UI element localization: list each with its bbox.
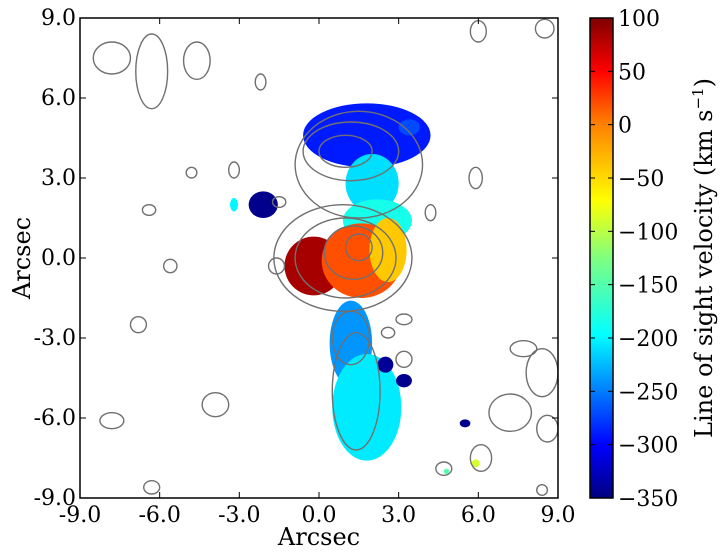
velocity-region-small-north-blue xyxy=(398,119,420,136)
y-tick-label: 9.0 xyxy=(41,6,76,31)
contour-1 xyxy=(302,121,400,182)
colorbar-tick-label: 0 xyxy=(618,114,632,139)
velocity-region-southern-tail xyxy=(332,354,402,461)
contour-23 xyxy=(129,315,148,334)
colorbar-tick-label: −300 xyxy=(618,434,678,459)
velocity-region-core-yellow-rim xyxy=(369,218,407,282)
contour-17 xyxy=(534,18,555,39)
colorbar-title-sup: −1 xyxy=(689,87,707,109)
contour-34 xyxy=(435,461,453,477)
x-tick-label: 6.0 xyxy=(461,503,496,528)
contour-0 xyxy=(318,134,373,169)
velocity-region-small-west-cyan xyxy=(230,198,239,212)
contour-9 xyxy=(135,33,169,110)
colorbar-tick-label: 50 xyxy=(618,60,646,85)
contour-10 xyxy=(92,41,132,75)
colorbar-tick-label: −100 xyxy=(618,220,678,245)
x-tick-label: -9.0 xyxy=(59,503,101,528)
velocity-region-west-blob xyxy=(248,191,278,219)
contour-32 xyxy=(395,350,413,369)
contour-24 xyxy=(395,313,413,326)
x-tick-label: -6.0 xyxy=(138,503,180,528)
contour-14 xyxy=(185,166,198,179)
x-tick-label: 0.0 xyxy=(302,503,337,528)
x-tick-label: 3.0 xyxy=(381,503,416,528)
colorbar-tick-label: −350 xyxy=(618,487,678,512)
contour-20 xyxy=(424,203,437,222)
contour-11 xyxy=(182,41,211,81)
colorbar xyxy=(589,17,614,499)
colorbar-tick-label: −150 xyxy=(618,274,678,299)
flux-contours xyxy=(92,18,558,497)
colorbar-title-main: Line of sight velocity (km s xyxy=(690,110,718,438)
contour-15 xyxy=(141,203,157,217)
y-axis-title: Arcsec xyxy=(8,217,36,300)
colorbar-tick-label: −250 xyxy=(618,380,678,405)
contour-21 xyxy=(267,257,286,275)
y-tick-label: 0.0 xyxy=(41,246,76,271)
contour-29 xyxy=(536,414,558,443)
velocity-region-small-south-blue-2 xyxy=(396,374,412,388)
colorbar-tick-label: −50 xyxy=(618,167,664,192)
contour-28 xyxy=(488,393,533,433)
contour-3 xyxy=(344,233,373,262)
contour-5 xyxy=(294,217,397,299)
contour-33 xyxy=(469,443,493,473)
velocity-region-northern-stem xyxy=(345,154,399,213)
colorbar-title: Line of sight velocity (km s−1) xyxy=(689,78,718,438)
y-tick-label: -9.0 xyxy=(34,486,76,511)
y-tick-label: 6.0 xyxy=(41,86,76,111)
colorbar-ticks: 100 50 0 −50 −100 −150 −200 −250 −300 −350 xyxy=(590,7,678,512)
y-tick-label: -3.0 xyxy=(34,326,76,351)
velocity-region-far-se-green xyxy=(471,459,480,468)
contour-25 xyxy=(380,326,396,339)
contour-2 xyxy=(294,110,424,219)
y-axis-ticks: 9.0 6.0 3.0 0.0 -3.0 -6.0 -9.0 xyxy=(34,6,558,511)
contour-7 xyxy=(331,310,371,366)
contour-36 xyxy=(536,483,549,497)
velocity-region-far-se-blue xyxy=(459,419,471,428)
contour-31 xyxy=(201,391,230,418)
contour-22 xyxy=(162,258,178,274)
contour-16 xyxy=(271,195,287,209)
contour-4 xyxy=(323,225,384,281)
colorbar-tick-label: −200 xyxy=(618,327,678,352)
contour-19 xyxy=(468,166,484,190)
velocity-region-far-se-yellow xyxy=(443,468,450,475)
contour-30 xyxy=(99,411,125,430)
x-axis-ticks: -9.0 -6.0 -3.0 0.0 3.0 6.0 9.0 xyxy=(59,18,576,528)
colorbar-title-close: ) xyxy=(690,78,718,87)
contour-12 xyxy=(254,73,267,91)
x-axis-title: Arcsec xyxy=(277,523,360,551)
velocity-region-small-south-blue-1 xyxy=(377,356,394,373)
y-tick-label: -6.0 xyxy=(34,406,76,431)
colorbar-tick-label: 100 xyxy=(618,7,660,32)
y-tick-label: 3.0 xyxy=(41,166,76,191)
contour-13 xyxy=(228,161,241,179)
contour-8 xyxy=(331,331,381,451)
x-tick-label: -3.0 xyxy=(218,503,260,528)
x-tick-label: 9.0 xyxy=(541,503,576,528)
contour-26 xyxy=(509,339,538,358)
contour-35 xyxy=(143,479,161,495)
